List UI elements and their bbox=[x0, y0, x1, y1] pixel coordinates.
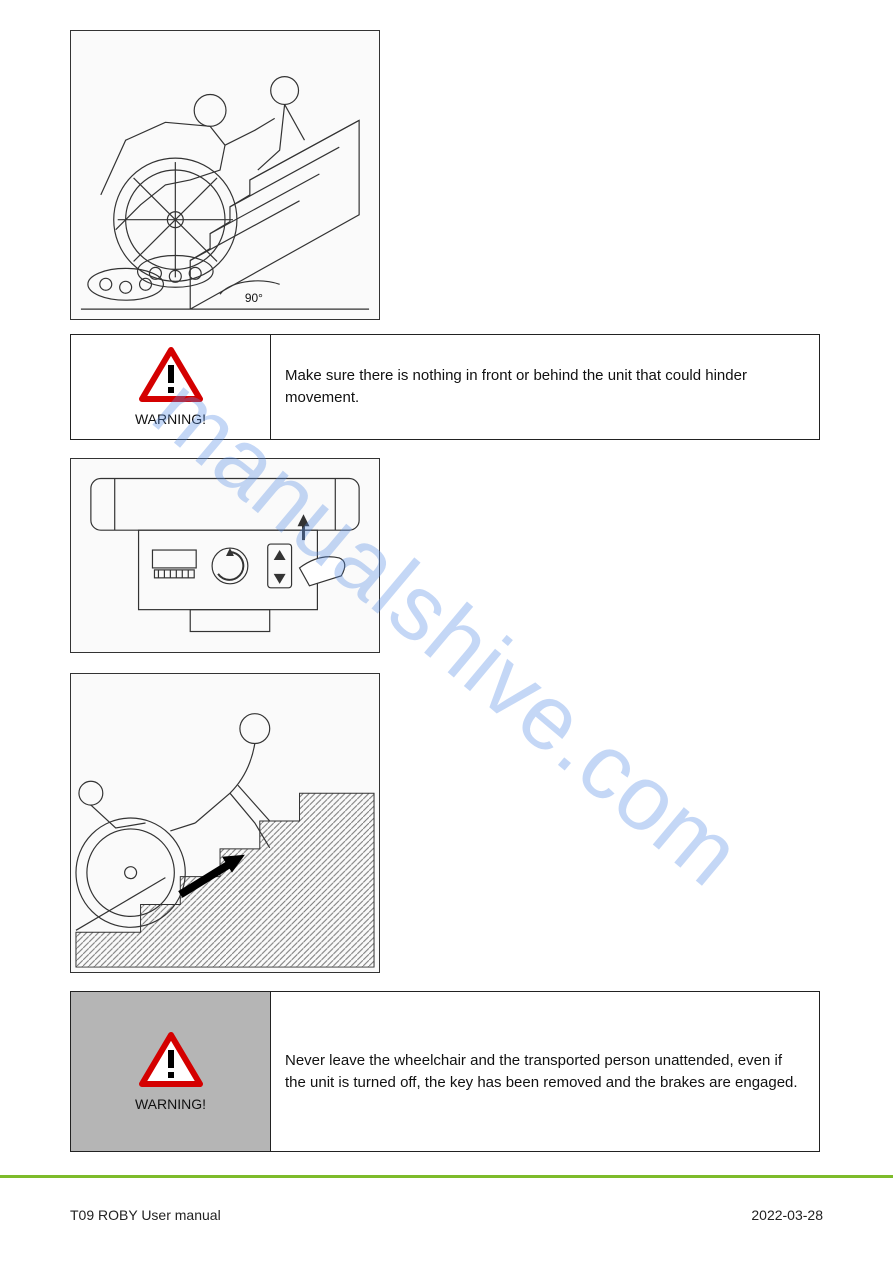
warning-icon bbox=[139, 1032, 203, 1092]
warning-label-1: WARNING! bbox=[85, 411, 256, 427]
footer-left: T09 ROBY User manual bbox=[70, 1207, 221, 1223]
warning-icon-cell-2: WARNING! bbox=[71, 992, 271, 1152]
warning-icon-cell-1: WARNING! bbox=[71, 335, 271, 440]
warning-text-cell-2: Never leave the wheelchair and the trans… bbox=[271, 992, 820, 1152]
manual-page: 90° bbox=[0, 0, 893, 1263]
warning-text-cell-1: Make sure there is nothing in front or b… bbox=[271, 335, 820, 440]
warning-box-2: WARNING! Never leave the wheelchair and … bbox=[70, 991, 820, 1152]
figure-control-panel bbox=[70, 458, 380, 653]
footer-rule bbox=[0, 1175, 893, 1178]
warning-icon bbox=[139, 347, 203, 407]
footer-right: 2022-03-28 bbox=[751, 1207, 823, 1223]
figure-approach-stairs: 90° bbox=[70, 30, 380, 320]
warning-text-2: Never leave the wheelchair and the trans… bbox=[285, 1050, 805, 1094]
figure-climb-side bbox=[70, 673, 380, 973]
angle-label: 90° bbox=[245, 291, 263, 305]
warning-text-1: Make sure there is nothing in front or b… bbox=[285, 365, 805, 409]
warning-box-1: WARNING! Make sure there is nothing in f… bbox=[70, 334, 820, 440]
warning-label-2: WARNING! bbox=[85, 1096, 256, 1112]
page-footer: T09 ROBY User manual 2022-03-28 bbox=[70, 1207, 823, 1223]
